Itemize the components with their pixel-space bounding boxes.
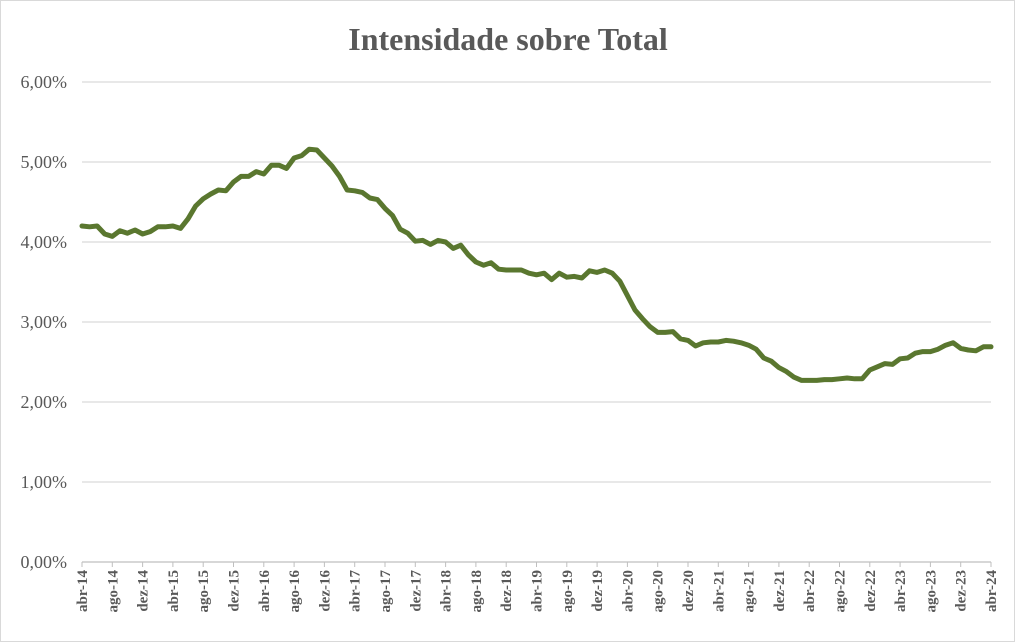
y-tick-label: 4,00% xyxy=(21,232,68,252)
y-tick-label: 0,00% xyxy=(21,552,68,572)
y-tick-label: 3,00% xyxy=(21,312,68,332)
x-tick-label: abr-18 xyxy=(439,570,455,612)
x-tick-label: dez-21 xyxy=(772,570,788,612)
series-layer xyxy=(79,146,994,383)
x-tick-label: ago-16 xyxy=(287,570,303,613)
x-tick-label: ago-15 xyxy=(196,570,212,613)
x-tick-label: abr-20 xyxy=(620,570,636,612)
gridlines xyxy=(82,81,991,483)
x-tick-label: dez-17 xyxy=(408,570,424,612)
x-tick-label: dez-14 xyxy=(136,570,152,612)
x-tick-label: abr-17 xyxy=(348,570,364,612)
x-tick-label: ago-14 xyxy=(105,570,121,613)
x-tick-label: abr-16 xyxy=(257,570,273,612)
y-tick-label: 6,00% xyxy=(21,72,68,92)
x-axis xyxy=(81,561,992,567)
x-tick-label: ago-21 xyxy=(742,570,758,613)
x-tick-label: abr-22 xyxy=(802,570,818,612)
x-tick-label: dez-20 xyxy=(681,570,697,612)
x-tick-label: dez-16 xyxy=(317,570,333,612)
chart-title: Intensidade sobre Total xyxy=(348,21,668,57)
x-axis-tick-labels: abr-14 ago-14 dez-14 abr-15 ago-15 dez-15 abr-… xyxy=(75,570,1000,613)
x-tick-label: abr-15 xyxy=(166,570,182,612)
x-tick-label: dez-15 xyxy=(227,570,243,612)
x-tick-label: abr-14 xyxy=(75,570,91,612)
x-tick-label: abr-23 xyxy=(893,570,909,612)
y-axis-tick-labels: 0,00% 1,00% 2,00% 3,00% 4,00% 5,00% 6,00% xyxy=(21,72,68,572)
x-tick-label: ago-19 xyxy=(560,570,576,613)
x-tick-label: abr-19 xyxy=(530,570,546,612)
y-tick-label: 5,00% xyxy=(21,152,68,172)
series-line xyxy=(79,146,994,383)
x-tick-label: ago-20 xyxy=(651,570,667,613)
y-tick-label: 1,00% xyxy=(21,472,68,492)
x-tick-label: dez-19 xyxy=(590,570,606,612)
x-tick-label: ago-18 xyxy=(469,570,485,613)
x-tick-label: ago-22 xyxy=(833,570,849,613)
x-tick-label: ago-23 xyxy=(923,570,939,613)
x-tick-label: dez-23 xyxy=(954,570,970,612)
x-tick-label: abr-24 xyxy=(984,570,1000,612)
x-tick-label: dez-22 xyxy=(863,570,879,612)
x-tick-label: abr-21 xyxy=(711,570,727,612)
x-tick-label: ago-17 xyxy=(378,570,394,613)
x-tick-label: dez-18 xyxy=(499,570,515,612)
y-tick-label: 2,00% xyxy=(21,392,68,412)
